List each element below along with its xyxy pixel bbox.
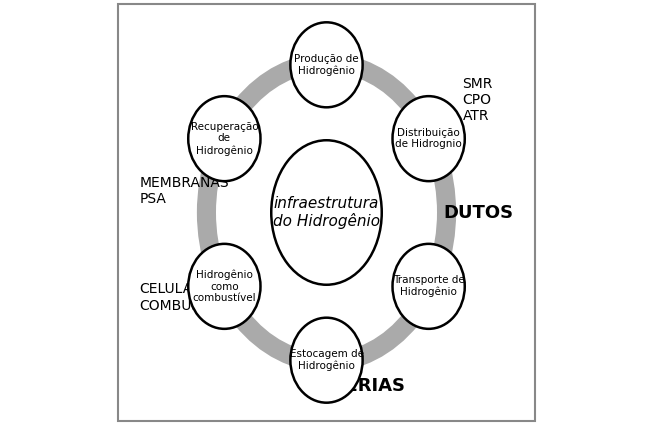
Text: Hidrogênio
como
combustível: Hidrogênio como combustível xyxy=(193,269,256,303)
Text: CELULAS
COMBUSTIVÉIS: CELULAS COMBUSTIVÉIS xyxy=(140,282,244,313)
Text: DUTOS: DUTOS xyxy=(443,204,513,221)
Ellipse shape xyxy=(216,72,437,353)
Text: Produção de
Hidrogênio: Produção de Hidrogênio xyxy=(295,54,358,76)
Text: SMR
CPO
ATR: SMR CPO ATR xyxy=(462,76,493,123)
Text: Distribuição
de Hidrognio: Distribuição de Hidrognio xyxy=(395,128,462,150)
Ellipse shape xyxy=(188,96,261,181)
Text: BATERIAS: BATERIAS xyxy=(308,377,406,395)
Ellipse shape xyxy=(291,23,362,108)
Ellipse shape xyxy=(291,318,362,403)
Ellipse shape xyxy=(392,96,465,181)
Text: Estocagem de
Hidrogênio: Estocagem de Hidrogênio xyxy=(289,349,364,371)
Ellipse shape xyxy=(188,244,261,329)
Text: MEMBRANAS
PSA: MEMBRANAS PSA xyxy=(140,176,229,207)
Text: Transporte de
Hidrogênio: Transporte de Hidrogênio xyxy=(392,275,464,298)
Text: Recuperação
de
Hidrogênio: Recuperação de Hidrogênio xyxy=(191,122,258,156)
Ellipse shape xyxy=(197,53,456,372)
Ellipse shape xyxy=(271,140,382,285)
Text: infraestrutura
do Hidrogênio: infraestrutura do Hidrogênio xyxy=(273,196,380,230)
Ellipse shape xyxy=(392,244,465,329)
